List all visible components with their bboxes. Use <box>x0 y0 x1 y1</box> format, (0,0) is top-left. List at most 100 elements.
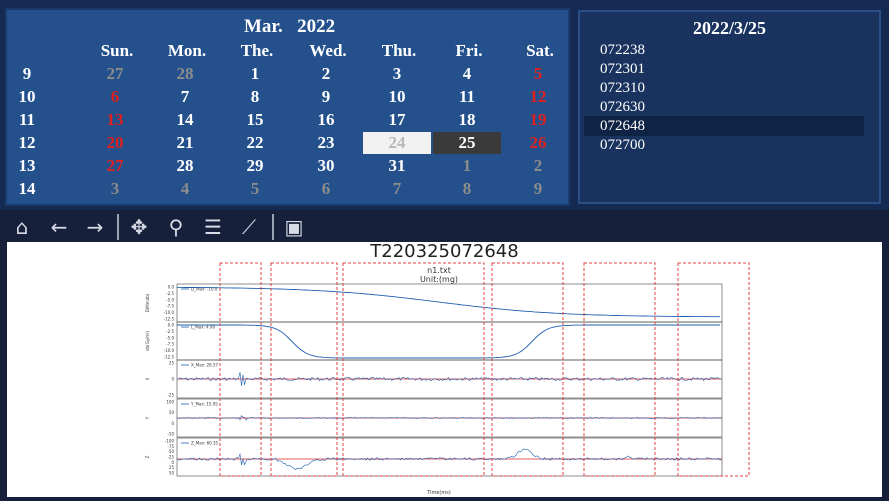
calendar-day[interactable]: 26 <box>529 133 547 152</box>
y-tick-label: -50 <box>167 432 174 437</box>
calendar-day[interactable]: 8 <box>250 87 260 106</box>
y-axis-label: db(Gy/ml) <box>145 331 150 351</box>
weekday-header: Mon. <box>167 41 207 60</box>
file-list-item[interactable]: 072700 <box>600 137 645 153</box>
calendar-day[interactable]: 24 <box>363 132 431 154</box>
calendar-day[interactable]: 3 <box>392 64 402 83</box>
calendar-day[interactable]: 27 <box>106 64 124 83</box>
calendar-day[interactable]: 20 <box>106 133 124 152</box>
y-tick-label: -7.5 <box>166 342 174 347</box>
calendar-day[interactable]: 28 <box>176 64 194 83</box>
calendar-day[interactable]: 29 <box>246 156 264 175</box>
calendar-day[interactable]: 7 <box>180 87 190 106</box>
y-tick-label: 50 <box>169 471 175 476</box>
calendar-day[interactable]: 30 <box>317 156 335 175</box>
file-list-panel: 2022/3/25 072238 072301 072310 072630 072648… <box>578 10 881 204</box>
y-tick-label: -100 <box>165 439 175 444</box>
back-arrow-icon[interactable]: ← <box>50 215 68 239</box>
plot-canvas[interactable]: T220325072648 n1.txt Unit:(mg) 0.0 -2.5 -5… <box>7 242 882 497</box>
forward-arrow-icon[interactable]: → <box>86 215 104 239</box>
file-list-item[interactable]: 072238 <box>600 42 645 58</box>
file-list-item[interactable]: 072648 <box>584 116 864 136</box>
y-tick-label: 50 <box>169 410 175 415</box>
y-tick-label: 0 <box>171 377 174 382</box>
plot-title: T220325072648 <box>370 241 519 262</box>
calendar-day[interactable]: 5 <box>250 179 260 198</box>
y-tick-label: -50 <box>167 449 174 454</box>
calendar-day[interactable]: 2 <box>321 64 331 83</box>
calendar-day[interactable]: 3 <box>110 179 120 198</box>
subplots: 0.0-2.5-5.0-7.5-10.0-12.5D(Mmdb)D_Max: -… <box>145 283 723 477</box>
calendar-day[interactable]: 21 <box>176 133 194 152</box>
y-tick-label: 0.0 <box>168 285 175 290</box>
toolbar-separator <box>272 214 274 240</box>
calendar-day[interactable]: 5 <box>533 64 543 83</box>
highlight-box <box>270 262 338 477</box>
zoom-icon[interactable]: ⚲ <box>168 215 184 239</box>
calendar-day[interactable]: 4 <box>462 64 472 83</box>
calendar-day[interactable]: 1 <box>250 64 260 83</box>
calendar-day[interactable]: 2 <box>533 156 543 175</box>
y-axis-label: X <box>145 377 150 380</box>
calendar-day[interactable]: 28 <box>176 156 194 175</box>
y-tick-label: 0 <box>171 460 174 465</box>
weekday-header: Wed. <box>309 41 347 60</box>
y-tick-label: -75 <box>167 444 174 449</box>
calendar-day[interactable]: 9 <box>533 179 543 198</box>
plot-toolbar: ⌂ ← → ✥ ⚲ ☰ ⟋ ▣ <box>0 210 889 242</box>
week-number: 12 <box>18 133 36 152</box>
calendar-day[interactable]: 12 <box>529 87 547 106</box>
subplot: 0.0-2.5-5.0 -7.5-10.0 -12.5 db(Gy/ml) L_Max:… <box>145 321 723 361</box>
calendar-day[interactable]: 7 <box>392 179 402 198</box>
file-list-item[interactable]: 072301 <box>600 61 645 77</box>
calendar-day[interactable]: 15 <box>246 110 264 129</box>
calendar-day[interactable]: 6 <box>321 179 331 198</box>
calendar-day[interactable]: 17 <box>388 110 406 129</box>
calendar-day[interactable]: 4 <box>180 179 190 198</box>
legend-label: L_Max: 4.90 <box>191 325 215 330</box>
file-list-item[interactable]: 072630 <box>600 99 645 115</box>
calendar-day[interactable]: 31 <box>388 156 406 175</box>
y-tick-label: -25 <box>167 455 174 460</box>
highlight-box <box>491 262 564 477</box>
weekday-header: Fri. <box>455 41 483 60</box>
calendar-day[interactable]: 19 <box>529 110 547 129</box>
pan-icon[interactable]: ✥ <box>130 215 148 239</box>
calendar-day[interactable]: 22 <box>246 133 264 152</box>
edit-axis-icon[interactable]: ⟋ <box>242 215 256 239</box>
y-axis-label: Y <box>145 416 150 420</box>
save-icon[interactable]: ▣ <box>284 215 304 239</box>
calendar-day[interactable]: 18 <box>458 110 476 129</box>
year-label: 2022 <box>297 16 336 37</box>
calendar-day[interactable]: 13 <box>106 110 124 129</box>
y-tick-label: -7.5 <box>166 304 174 309</box>
x-axis-label: Time(ms) <box>426 490 451 496</box>
week-number: 9 <box>22 64 32 83</box>
calendar-day[interactable]: 8 <box>462 179 472 198</box>
calendar-day[interactable]: 16 <box>317 110 335 129</box>
calendar-day[interactable]: 9 <box>321 87 331 106</box>
subplot-frame <box>176 321 723 361</box>
signal-series-x <box>176 372 722 386</box>
calendar-day[interactable]: 23 <box>317 133 335 152</box>
calendar-title: Mar. 2022 <box>7 16 572 38</box>
y-tick-label: 25 <box>169 465 175 470</box>
calendar-day[interactable]: 25 <box>433 132 501 154</box>
y-tick-label: -5.0 <box>166 297 174 302</box>
configure-subplots-icon[interactable]: ☰ <box>204 215 222 239</box>
calendar-day[interactable]: 14 <box>176 110 194 129</box>
y-tick-label: 100 <box>166 400 174 405</box>
y-tick-label: -12.5 <box>164 317 175 322</box>
highlight-boxes <box>219 262 750 477</box>
calendar-day[interactable]: 1 <box>462 156 472 175</box>
calendar-day[interactable]: 27 <box>106 156 124 175</box>
legend-label: Z_Max: 60.35 <box>191 441 219 446</box>
calendar-day[interactable]: 6 <box>110 87 120 106</box>
file-list-item[interactable]: 072310 <box>600 80 645 96</box>
highlight-box <box>583 262 656 477</box>
home-icon[interactable]: ⌂ <box>15 215 29 239</box>
calendar-day[interactable]: 10 <box>388 87 406 106</box>
calendar-day[interactable]: 11 <box>458 87 476 106</box>
